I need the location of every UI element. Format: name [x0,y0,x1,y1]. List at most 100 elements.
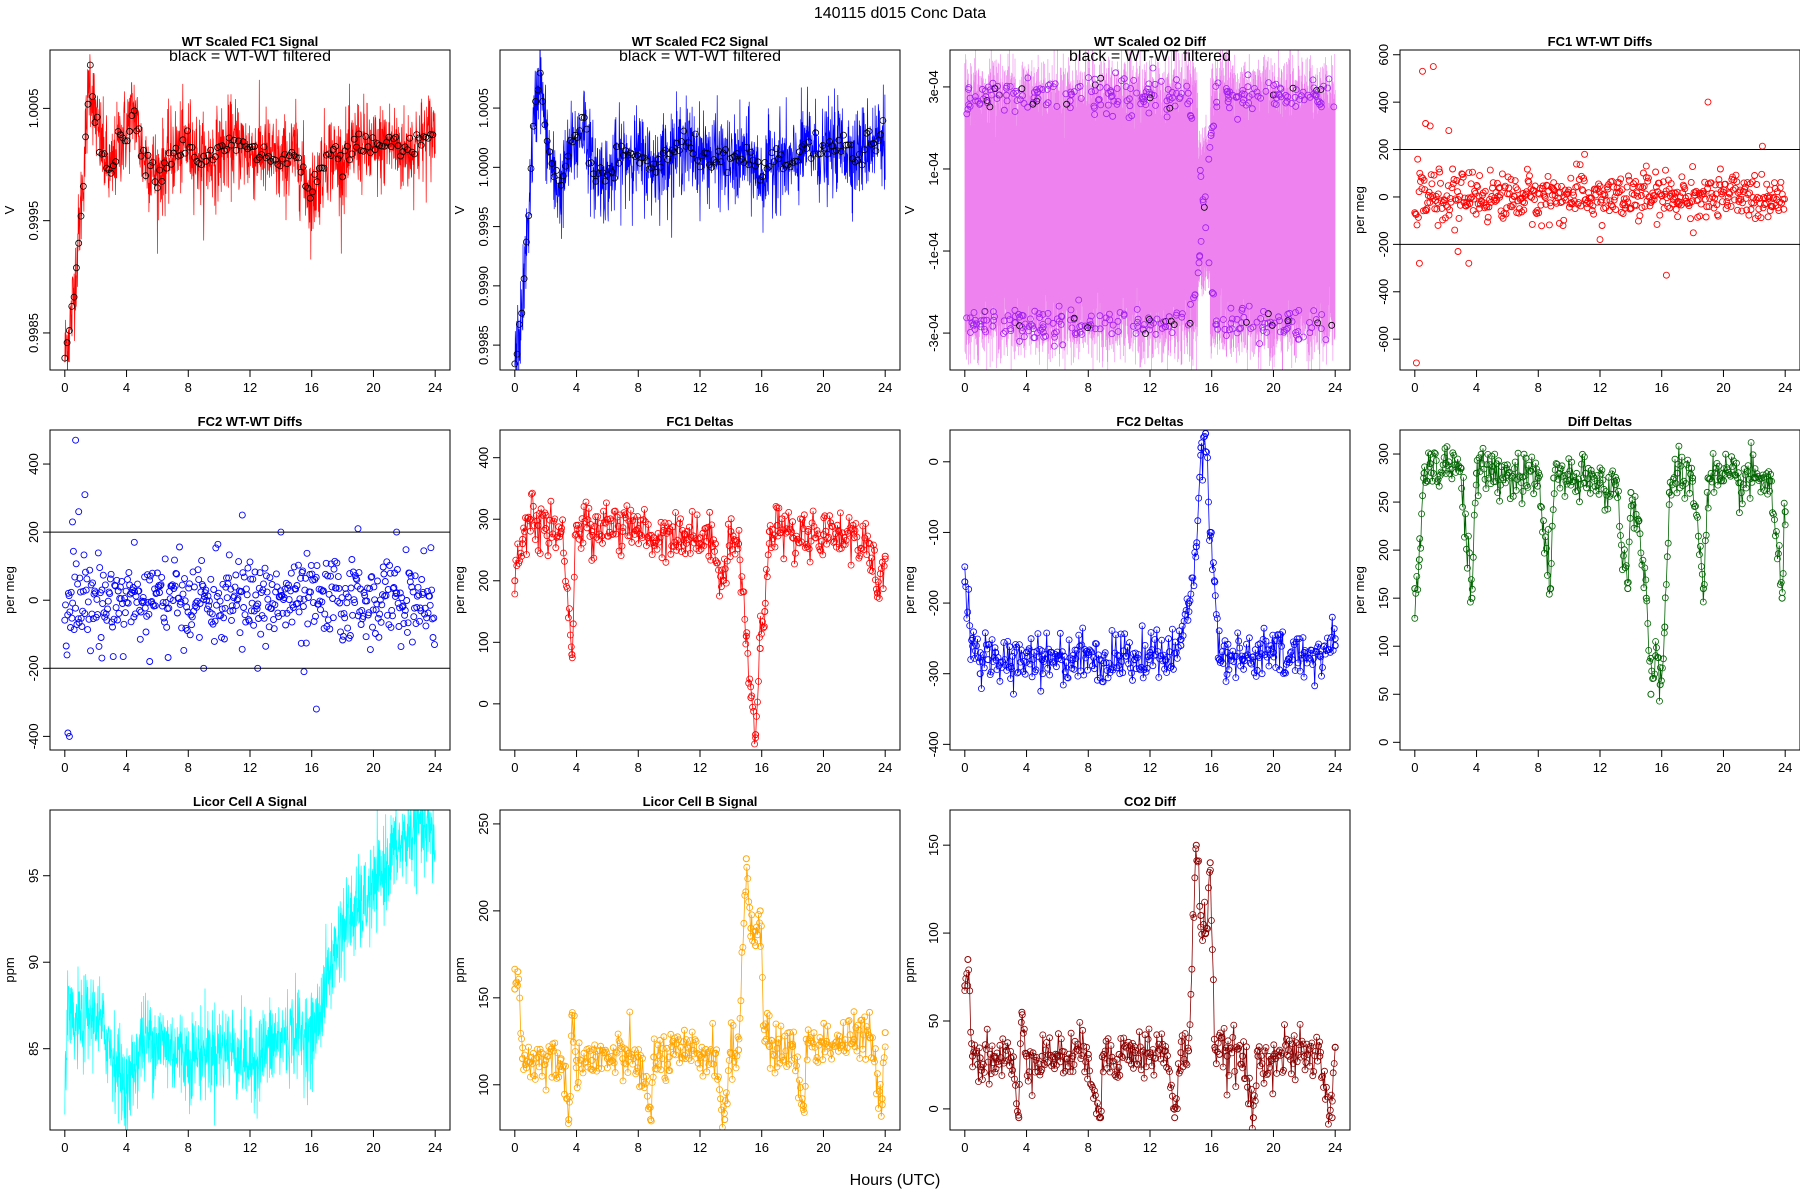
series-point [1018,311,1026,319]
series-point [1316,1038,1323,1046]
series-point [1574,487,1581,495]
y-tick-label: -1e-04 [926,232,941,270]
scatter-point [251,568,259,576]
series-point [678,548,685,555]
series-point [612,530,620,538]
series-point [1185,1047,1193,1055]
series-point [965,101,973,109]
series-point [1328,321,1336,329]
series-point [859,1045,867,1053]
filtered-point [413,131,421,139]
filtered-point [615,159,623,167]
series-point [567,1093,574,1100]
series-point [1650,674,1657,682]
scatter-point [1449,180,1457,188]
series-point [1117,630,1125,638]
series-point [869,567,876,575]
filtered-point [523,238,530,246]
scatter-point [210,586,218,593]
series-point [1028,1092,1036,1099]
series-point [560,549,567,557]
scatter-point [1601,192,1609,199]
panel-title: CO2 Diff [1124,794,1177,809]
series-point [1191,291,1199,299]
scatter-point [1513,186,1521,194]
series-point [834,521,841,529]
series-point [537,505,545,513]
filtered-point [849,155,857,163]
series-point [729,532,737,540]
series-point [853,1047,861,1055]
series-point [1639,556,1647,564]
series-point [1773,528,1780,535]
series-point [1469,553,1477,561]
scatter-point [1412,359,1420,367]
series-point [1651,670,1658,678]
x-tick-label: 20 [1716,380,1730,395]
series-point [1091,665,1098,673]
scatter-point [1745,211,1753,219]
scatter-point [124,599,132,607]
series-point [1192,553,1200,561]
scatter-point [188,613,196,621]
scatter-point [176,543,183,551]
series-point [1066,97,1074,105]
series-point [1556,484,1564,492]
scatter-point [207,575,215,583]
series-point [1262,637,1270,645]
series-point [695,547,703,555]
scatter-point [177,598,185,606]
x-tick-label: 12 [693,380,707,395]
series-point [1223,671,1231,678]
scatter-point [393,589,401,597]
scatter-point [198,557,206,565]
series-point [995,91,1003,99]
series-point [1196,166,1204,174]
series-point [730,536,738,543]
series-point [1188,965,1196,973]
series-point [1564,470,1572,478]
scatter-point [1624,198,1632,206]
scatter-point [152,590,160,597]
series-point [804,528,812,535]
filtered-point [362,133,370,140]
series-point [1661,623,1669,631]
scatter-point [312,705,320,713]
scatter-point [1705,203,1713,211]
series-point [1207,532,1214,540]
series-point [1289,1060,1297,1067]
x-tick-label: 12 [243,760,257,775]
series-point [966,102,974,110]
series-point [1001,1057,1009,1065]
scatter-point [1689,163,1697,171]
series-point [579,1069,587,1077]
filtered-point [75,239,83,247]
scatter-point [1598,222,1606,229]
panel-title: WT Scaled O2 Diff [1094,34,1207,49]
series-point [1213,321,1221,328]
series-point [1223,649,1231,656]
series-point [1210,559,1217,567]
filtered-point [620,151,627,159]
series-point [553,533,561,541]
filtered-point [66,327,73,334]
filtered-point [807,154,815,162]
series-point [1073,329,1081,337]
series-point [1262,1044,1270,1051]
filtered-point [93,113,101,121]
filtered-point [715,147,722,155]
series-point [1224,1037,1232,1045]
series-point [1314,319,1322,327]
scatter-point [179,590,187,598]
series-point [831,537,838,545]
series-point [1135,1028,1143,1036]
series-point [1254,652,1262,660]
series-point [781,512,789,520]
series-point [758,922,765,930]
scatter-point [171,582,179,590]
series-point [1227,304,1235,312]
series-point [1429,469,1437,477]
series-point [564,585,571,592]
scatter-point [79,607,87,615]
series-point [1069,1052,1077,1060]
